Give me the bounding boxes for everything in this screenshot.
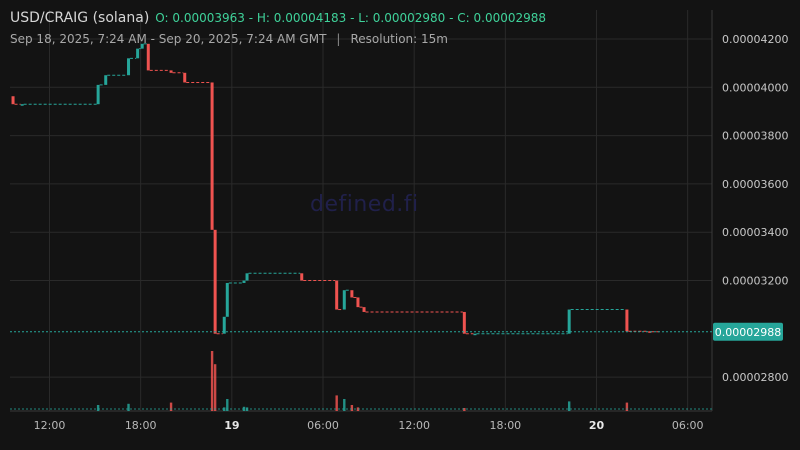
- x-tick-label: 20: [589, 419, 605, 432]
- candle: [648, 331, 652, 333]
- volume-bar: [127, 403, 130, 411]
- chart-subheader: Sep 18, 2025, 7:24 AM - Sep 20, 2025, 7:…: [10, 32, 448, 46]
- y-tick-label: 0.00003800: [722, 130, 788, 143]
- candle: [213, 229, 217, 334]
- x-tick-label: 12:00: [398, 419, 430, 432]
- candle: [136, 48, 140, 59]
- candle: [462, 311, 466, 334]
- candle: [342, 290, 346, 310]
- date-range: Sep 18, 2025, 7:24 AM - Sep 20, 2025, 7:…: [10, 32, 327, 46]
- y-tick-label: 0.00004000: [722, 81, 788, 94]
- volume-bar: [625, 402, 629, 411]
- candle: [183, 72, 187, 83]
- separator: |: [336, 32, 341, 46]
- x-tick-label: 12:00: [34, 419, 66, 432]
- volume-bar: [350, 405, 354, 411]
- volume-bar: [226, 399, 229, 411]
- candle: [96, 84, 100, 105]
- candle: [356, 297, 360, 308]
- candle: [225, 282, 229, 317]
- watermark: defined.fi: [310, 192, 419, 217]
- candle: [210, 82, 214, 230]
- volume-bar: [210, 351, 214, 411]
- volume-bar: [343, 399, 346, 411]
- x-tick-label: 06:00: [672, 419, 704, 432]
- candle: [127, 58, 131, 76]
- candle: [140, 43, 144, 49]
- volume-bar: [223, 407, 226, 411]
- candle: [245, 273, 249, 281]
- candle: [104, 75, 108, 85]
- volume-bar: [169, 402, 173, 411]
- volume-bar: [96, 405, 100, 411]
- candle: [169, 70, 173, 73]
- symbol-title: USD/CRAIG (solana): [10, 10, 150, 26]
- candle: [222, 316, 226, 334]
- candle: [20, 104, 24, 106]
- candle: [362, 307, 366, 312]
- chart-header: USD/CRAIG (solana) O: 0.00003963 - H: 0.0…: [10, 10, 546, 26]
- last-price-tag: [713, 322, 783, 341]
- candle: [335, 280, 339, 310]
- candle: [473, 333, 477, 336]
- volume-bar: [356, 407, 360, 411]
- volume-bar: [463, 408, 466, 411]
- candle: [300, 273, 304, 281]
- last-price-label: 0.00002988: [715, 326, 781, 339]
- y-tick-label: 0.00003400: [722, 226, 788, 239]
- ohlc-readout: O: 0.00003963 - H: 0.00004183 - L: 0.000…: [155, 11, 547, 25]
- volume-bar: [335, 395, 338, 411]
- candle: [11, 96, 15, 105]
- candle: [350, 290, 354, 298]
- x-tick-label: 18:00: [489, 419, 521, 432]
- resolution-label: Resolution: 15m: [350, 32, 448, 46]
- candle: [625, 309, 629, 332]
- y-tick-label: 0.00003200: [722, 275, 788, 288]
- volume-bar: [213, 364, 217, 411]
- y-tick-label: 0.00004200: [722, 33, 788, 46]
- candle: [146, 43, 150, 71]
- x-tick-label: 06:00: [307, 419, 339, 432]
- y-tick-label: 0.00002800: [722, 371, 788, 384]
- y-tick-label: 0.00003600: [722, 178, 788, 191]
- x-tick-label: 19: [224, 419, 239, 432]
- candle: [242, 280, 246, 283]
- x-tick-label: 18:00: [125, 419, 157, 432]
- volume-bar: [567, 401, 571, 411]
- candle: [567, 309, 571, 334]
